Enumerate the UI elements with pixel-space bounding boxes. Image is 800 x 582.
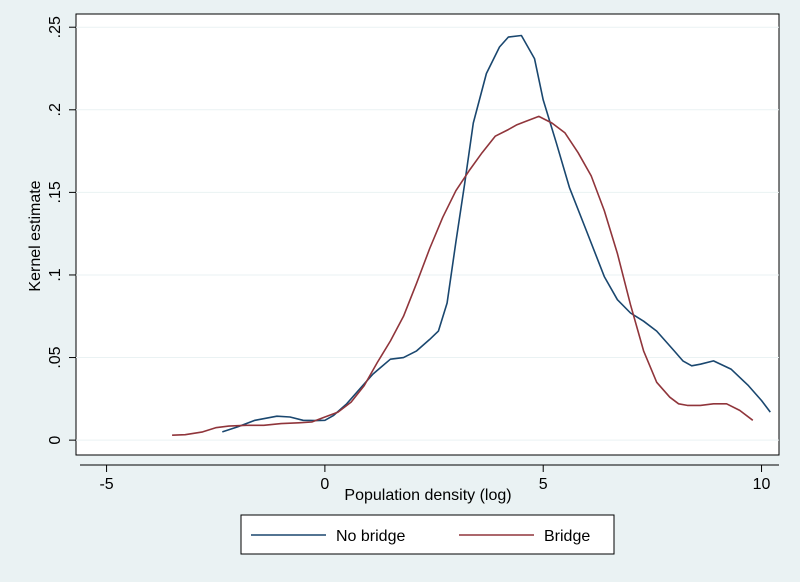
y-tick-label-0: 0 <box>47 436 64 445</box>
series-line-bridge <box>172 115 754 436</box>
x-tick-label-1: 0 <box>320 476 329 493</box>
x-tick-label-3: 10 <box>753 476 771 493</box>
x-tick-label-2: 5 <box>539 476 548 493</box>
y-tick-label-5: .25 <box>47 16 64 38</box>
legend-label-bridge: Bridge <box>544 528 590 545</box>
series-lines <box>172 34 771 436</box>
y-tick-label-1: .05 <box>47 346 64 368</box>
plot-area <box>75 13 780 456</box>
y-tick-label-4: .2 <box>47 103 64 116</box>
series-line-no-bridge <box>222 34 771 433</box>
legend: No bridge Bridge <box>240 514 615 555</box>
y-tick-label-2: .1 <box>47 268 64 281</box>
grid-lines <box>76 26 779 441</box>
y-tick-label-3: .15 <box>47 181 64 203</box>
axes: 0 .05 .1 .15 .2 .25 -5 0 5 10 <box>47 16 779 493</box>
y-axis-title: Kernel estimate <box>27 180 44 291</box>
x-tick-label-0: -5 <box>99 476 113 493</box>
legend-label-no-bridge: No bridge <box>336 528 405 545</box>
x-axis-title: Population density (log) <box>344 487 511 504</box>
